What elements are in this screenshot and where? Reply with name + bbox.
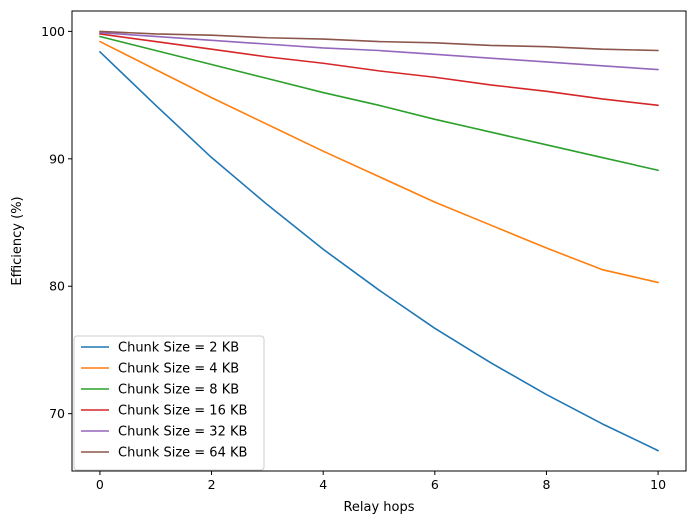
x-tick-label: 0 bbox=[96, 477, 104, 492]
legend-label-6: Chunk Size = 64 KB bbox=[118, 446, 247, 461]
axis-ticks: 0 2 4 6 8 10 70 80 90 100 bbox=[41, 24, 666, 492]
y-tick-label: 90 bbox=[49, 151, 65, 166]
y-tick-label: 100 bbox=[41, 24, 65, 39]
legend-label-5: Chunk Size = 32 KB bbox=[118, 425, 247, 440]
legend-box bbox=[73, 335, 265, 471]
plot-area bbox=[99, 30, 659, 452]
series-line-6 bbox=[99, 30, 659, 52]
x-tick-label: 8 bbox=[542, 477, 550, 492]
y-tick-label: 80 bbox=[49, 279, 65, 294]
series-line-2 bbox=[99, 40, 659, 284]
axes-frame bbox=[71, 10, 687, 472]
legend: Chunk Size = 2 KB Chunk Size = 4 KB Chunk … bbox=[73, 335, 265, 471]
x-axis-label: Relay hops bbox=[343, 500, 414, 515]
x-tick-label: 6 bbox=[431, 477, 439, 492]
series-line-1 bbox=[99, 50, 659, 452]
legend-label-2: Chunk Size = 4 KB bbox=[118, 362, 239, 377]
legend-label-4: Chunk Size = 16 KB bbox=[118, 404, 247, 419]
x-tick-label: 4 bbox=[319, 477, 327, 492]
x-tick-label: 10 bbox=[650, 477, 666, 492]
legend-label-3: Chunk Size = 8 KB bbox=[118, 383, 239, 398]
x-tick-label: 2 bbox=[208, 477, 216, 492]
y-axis-label: Efficiency (%) bbox=[10, 196, 25, 285]
y-tick-label: 70 bbox=[49, 406, 65, 421]
series-line-3 bbox=[99, 35, 659, 172]
legend-label-1: Chunk Size = 2 KB bbox=[118, 341, 239, 356]
series-line-5 bbox=[99, 31, 659, 71]
series-line-4 bbox=[99, 33, 659, 107]
